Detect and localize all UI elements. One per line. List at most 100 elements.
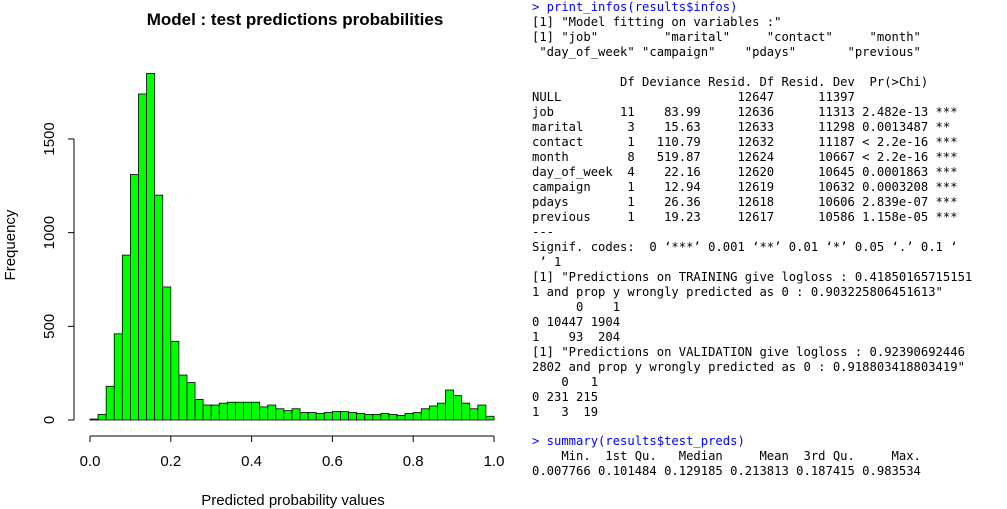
histogram-bar: [97, 413, 107, 421]
console-output-line: pdays 1 26.36 12618 10606 2.839e-07 ***: [532, 195, 958, 209]
histogram-bar: [437, 402, 446, 421]
x-tick-label: 0.2: [160, 453, 181, 470]
console-output-line: 0 231 215: [532, 390, 599, 404]
histogram-bar: [89, 418, 99, 421]
console-output-line: 1 3 19: [532, 405, 599, 419]
histogram-bar: [105, 385, 115, 421]
histogram-bar: [170, 340, 180, 421]
console-output-line: [1] "Predictions on VALIDATION give logl…: [532, 345, 965, 359]
console-output-line: "day_of_week" "campaign" "pdays" "previo…: [532, 45, 921, 59]
chart-title: Model : test predictions probabilities: [147, 10, 444, 29]
console-output-line: [1] "Predictions on TRAINING give loglos…: [532, 270, 973, 284]
console-output-line: 2802 and prop y wrongly predicted as 0 :…: [532, 360, 965, 374]
histogram-bar: [162, 286, 172, 421]
histogram-bar: [186, 382, 196, 421]
histogram-bar: [445, 389, 454, 421]
y-axis-label: Frequency: [2, 209, 19, 280]
histogram-bar: [178, 374, 188, 421]
console-output-line: month 8 519.87 12624 10667 < 2.2e-16 ***: [532, 150, 958, 164]
histogram-bar: [485, 415, 495, 421]
console-output-line: [532, 60, 1007, 75]
y-tick-label: 500: [41, 314, 58, 339]
console-output-line: campaign 1 12.94 12619 10632 0.0003208 *…: [532, 180, 958, 194]
histogram-bar: [388, 413, 398, 421]
console-output-line: NULL 12647 11397: [532, 90, 855, 104]
histogram-bar: [251, 401, 261, 421]
histogram-bar: [138, 93, 147, 421]
histogram-bar: [202, 404, 212, 421]
histogram-bar: [283, 410, 293, 421]
console-output-line: Df Deviance Resid. Df Resid. Dev Pr(>Chi…: [532, 75, 929, 89]
console-output-line: 0 10447 1904: [532, 315, 621, 329]
y-tick-label: 1000: [41, 216, 58, 249]
x-tick-label: 0.0: [80, 453, 101, 470]
console-output-line: [1] "Model fitting on variables :": [532, 15, 782, 29]
histogram-bar: [453, 395, 463, 421]
histogram-bar: [243, 401, 253, 421]
histogram-bar: [477, 404, 487, 421]
x-axis: 0.0 0.2 0.4 0.6 0.8 1.0: [80, 435, 505, 470]
histogram-bar: [194, 398, 204, 421]
console-output-line: day_of_week 4 22.16 12620 10645 0.000186…: [532, 165, 958, 179]
histogram-bar: [364, 413, 374, 421]
console-output-line: 0 1: [532, 375, 599, 389]
histogram-plot-panel: Model : test predictions probabilities F…: [2, 10, 505, 509]
console-output-line: Signif. codes: 0 ‘***’ 0.001 ‘**’ 0.01 ‘…: [532, 240, 958, 254]
histogram-bar: [267, 404, 277, 421]
console-output-line: ---: [532, 225, 555, 239]
histogram-bar: [420, 408, 430, 421]
r-console-output: > print_infos(results$infos) [1] "Model f…: [532, 0, 1007, 509]
histogram-bar: [307, 412, 317, 421]
histogram-bar: [121, 254, 131, 421]
histogram-bar: [299, 412, 309, 421]
console-output-line: contact 1 110.79 12632 11187 < 2.2e-16 *…: [532, 135, 958, 149]
console-output-line: 1 and prop y wrongly predicted as 0 : 0.…: [532, 285, 943, 299]
x-tick-label: 0.4: [241, 453, 262, 470]
console-output-line: previous 1 19.23 12617 10586 1.158e-05 *…: [532, 210, 958, 224]
histogram-bar: [129, 174, 139, 421]
histogram-bar: [315, 413, 325, 421]
histogram-bar: [380, 413, 390, 421]
histogram-bar: [275, 408, 285, 421]
histogram-bar: [259, 406, 269, 421]
y-tick-label: 1500: [41, 122, 58, 155]
console-output-line: [532, 420, 1007, 434]
histogram-bar: [235, 401, 244, 421]
y-axis: 0 500 1000 1500: [41, 122, 75, 424]
x-tick-label: 0.6: [322, 453, 343, 470]
histogram-bar: [226, 401, 236, 421]
histogram-bar: [372, 413, 382, 421]
histogram-bar: [113, 333, 123, 421]
console-output-line: ’ 1: [532, 255, 562, 269]
console-command-line: > print_infos(results$infos): [532, 0, 738, 14]
console-output-line: Min. 1st Qu. Median Mean 3rd Qu. Max.: [532, 449, 921, 463]
x-tick-label: 1.0: [484, 453, 505, 470]
x-tick-label: 0.8: [403, 453, 424, 470]
histogram-bars: [89, 72, 495, 421]
histogram-bar: [469, 408, 479, 421]
histogram-bar: [396, 414, 406, 421]
y-tick-label: 0: [41, 416, 58, 424]
histogram-bar: [412, 412, 422, 421]
histogram-bar: [154, 194, 164, 421]
console-output-line: 1 93 204: [532, 330, 621, 344]
console-output-line: job 11 83.99 12636 11313 2.482e-13 ***: [532, 105, 958, 119]
console-output-line: [1] "job" "marital" "contact" "month": [532, 30, 921, 44]
console-output-line: 0.007766 0.101484 0.129185 0.213813 0.18…: [532, 464, 921, 478]
histogram-bar: [323, 412, 333, 421]
console-output-line: marital 3 15.63 12633 11298 0.0013487 **: [532, 120, 951, 134]
histogram-bar: [428, 405, 438, 421]
console-output-line: 0 1: [532, 300, 621, 314]
histogram-bar: [291, 408, 301, 421]
histogram-chart: Model : test predictions probabilities F…: [2, 10, 505, 509]
histogram-bar: [404, 413, 414, 421]
histogram-bar: [461, 402, 471, 421]
histogram-bar: [210, 404, 220, 421]
histogram-bar: [348, 412, 358, 421]
console-command-line: > summary(results$test_preds): [532, 434, 745, 448]
histogram-bar: [356, 413, 366, 421]
histogram-bar: [146, 72, 156, 421]
histogram-bar: [218, 402, 228, 421]
histogram-bar: [331, 411, 341, 421]
histogram-bar: [340, 411, 349, 421]
